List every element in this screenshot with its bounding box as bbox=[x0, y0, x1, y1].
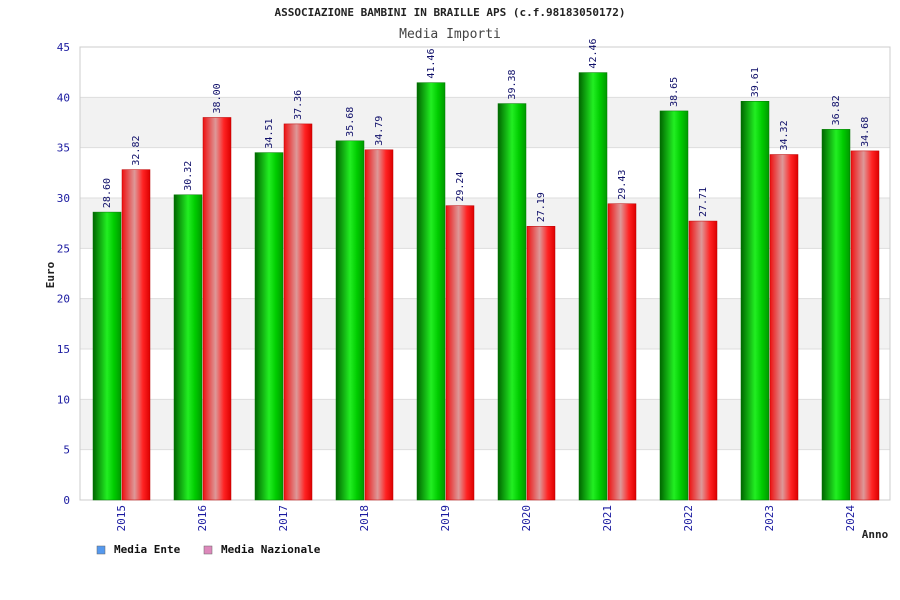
value-label-media-nazionale: 38.00 bbox=[212, 83, 223, 113]
legend-swatch-media-ente bbox=[96, 545, 106, 555]
y-axis: 0 5 10 15 20 25 30 35 40 45 bbox=[57, 41, 70, 507]
bar-media-nazionale bbox=[607, 203, 637, 501]
y-tick-label: 5 bbox=[63, 444, 70, 457]
bar-media-ente bbox=[254, 152, 284, 501]
bar-media-ente bbox=[173, 194, 203, 501]
value-label-media-nazionale: 29.24 bbox=[455, 172, 466, 202]
x-tick-label: 2019 bbox=[439, 505, 452, 532]
value-label-media-nazionale: 29.43 bbox=[617, 170, 628, 200]
bar-media-nazionale bbox=[445, 205, 475, 501]
x-tick-label: 2023 bbox=[763, 505, 776, 532]
y-tick-label: 35 bbox=[57, 142, 70, 155]
x-tick-label: 2017 bbox=[277, 505, 290, 532]
x-tick-label: 2022 bbox=[682, 505, 695, 532]
value-label-media-ente: 38.65 bbox=[669, 77, 680, 107]
value-label-media-ente: 30.32 bbox=[183, 161, 194, 191]
bar-media-nazionale bbox=[202, 117, 232, 501]
legend-swatch-media-nazionale bbox=[203, 545, 213, 555]
value-label-media-nazionale: 34.32 bbox=[779, 120, 790, 150]
bar-media-ente bbox=[335, 140, 365, 501]
x-tick-label: 2016 bbox=[196, 505, 209, 532]
x-tick-label: 2020 bbox=[520, 505, 533, 532]
x-tick-label: 2018 bbox=[358, 505, 371, 532]
value-label-media-nazionale: 27.71 bbox=[698, 187, 709, 217]
bar-media-nazionale bbox=[688, 220, 718, 501]
x-axis-title: Anno bbox=[862, 528, 889, 541]
legend-label-media-ente: Media Ente bbox=[114, 543, 181, 556]
plot-border bbox=[79, 46, 891, 501]
x-tick-label: 2021 bbox=[601, 505, 614, 532]
y-tick-label: 25 bbox=[57, 242, 70, 255]
bar-media-nazionale bbox=[364, 149, 394, 501]
chart-subtitle: Media Importi bbox=[399, 27, 501, 42]
bar-media-nazionale bbox=[850, 150, 880, 501]
y-axis-title: Euro bbox=[44, 261, 57, 288]
value-label-media-nazionale: 34.79 bbox=[374, 116, 385, 146]
x-tick-label: 2024 bbox=[844, 505, 857, 532]
y-tick-label: 40 bbox=[57, 91, 70, 104]
value-label-media-ente: 28.60 bbox=[102, 178, 113, 208]
bar-media-ente bbox=[821, 129, 851, 501]
value-label-media-nazionale: 32.82 bbox=[131, 136, 142, 166]
bar-media-ente bbox=[416, 82, 446, 501]
value-label-media-ente: 39.38 bbox=[507, 69, 518, 99]
x-axis: 2015 2016 2017 2018 2019 2020 2021 2022 2023 2024 bbox=[115, 505, 857, 532]
value-label-media-ente: 42.46 bbox=[588, 38, 599, 68]
y-tick-label: 45 bbox=[57, 41, 70, 54]
bar-media-ente bbox=[740, 101, 770, 501]
value-label-media-nazionale: 37.36 bbox=[293, 90, 304, 120]
y-tick-label: 10 bbox=[57, 393, 70, 406]
y-tick-label: 0 bbox=[63, 494, 70, 507]
bar-media-nazionale bbox=[283, 123, 313, 501]
bars: 28.60 32.82 30.32 38.00 34.51 37.36 35.68 34.79… bbox=[92, 38, 880, 501]
x-tick-label: 2015 bbox=[115, 505, 128, 532]
value-label-media-ente: 36.82 bbox=[831, 95, 842, 125]
bar-media-ente bbox=[659, 110, 689, 501]
chart-title: ASSOCIAZIONE BAMBINI IN BRAILLE APS (c.f… bbox=[275, 6, 626, 19]
bar-media-ente bbox=[578, 72, 608, 501]
y-tick-label: 30 bbox=[57, 192, 70, 205]
legend-label-media-nazionale: Media Nazionale bbox=[221, 543, 321, 556]
bar-media-nazionale bbox=[526, 226, 556, 501]
grid-band bbox=[80, 47, 890, 98]
bar-media-ente bbox=[497, 103, 527, 501]
bar-media-ente bbox=[92, 211, 122, 501]
value-label-media-nazionale: 27.19 bbox=[536, 192, 547, 222]
value-label-media-ente: 35.68 bbox=[345, 107, 356, 137]
y-tick-label: 20 bbox=[57, 293, 70, 306]
bar-media-nazionale bbox=[769, 154, 799, 501]
value-label-media-ente: 34.51 bbox=[264, 118, 275, 148]
value-label-media-ente: 41.46 bbox=[426, 49, 437, 79]
y-tick-label: 15 bbox=[57, 343, 70, 356]
bar-media-nazionale bbox=[121, 169, 151, 501]
value-label-media-ente: 39.61 bbox=[750, 67, 761, 97]
legend: Media Ente Media Nazionale bbox=[96, 543, 321, 556]
value-label-media-nazionale: 34.68 bbox=[860, 117, 871, 147]
